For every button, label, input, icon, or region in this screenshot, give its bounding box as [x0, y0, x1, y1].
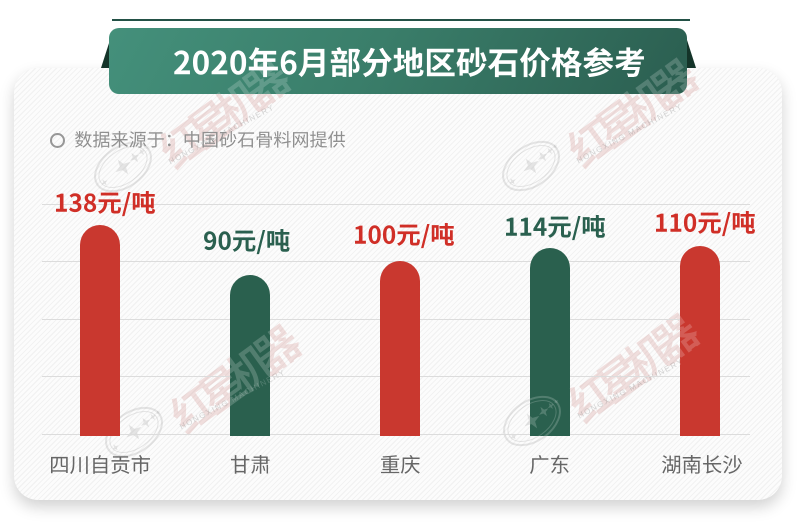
svg-text:HONGXING MACHINERY: HONGXING MACHINERY [576, 356, 685, 420]
svg-text:HONGXING MACHINERY: HONGXING MACHINERY [575, 101, 684, 165]
svg-text:HONGXING MACHINERY: HONGXING MACHINERY [178, 367, 287, 431]
